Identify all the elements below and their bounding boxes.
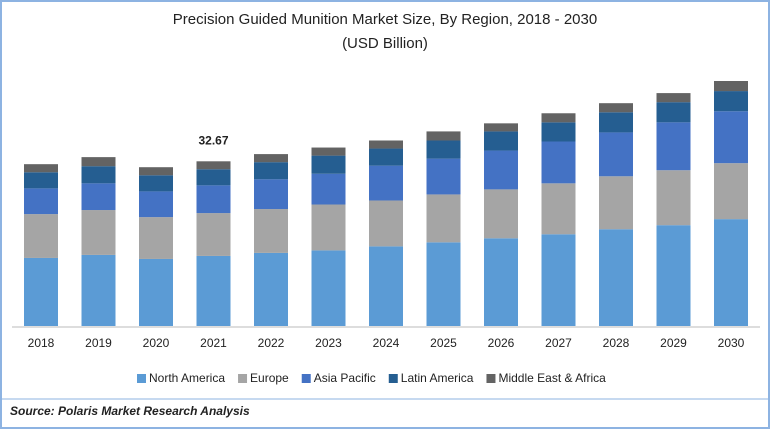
bar-segment [426, 194, 461, 243]
bar-segment [254, 252, 288, 326]
x-tick-label: 2023 [315, 336, 342, 350]
bar-segment [81, 254, 116, 326]
bar-segment [139, 167, 173, 176]
bar-segment [484, 189, 518, 239]
legend-label: Latin America [401, 371, 474, 385]
bar-segment [311, 173, 346, 205]
x-tick-label: 2029 [660, 336, 687, 350]
bar-segment [24, 172, 58, 189]
bar-segment [196, 161, 231, 170]
bar-segment [369, 148, 403, 166]
bar-segment [714, 91, 748, 112]
bar-segment [254, 179, 288, 210]
x-tick-label: 2025 [430, 336, 457, 350]
bar-segment [81, 210, 116, 255]
bar-segment [369, 246, 403, 326]
x-tick-label: 2022 [258, 336, 285, 350]
bar-segment [541, 234, 576, 326]
legend-swatch [137, 374, 146, 383]
bar-segment [254, 154, 288, 163]
source-note: Source: Polaris Market Research Analysis [10, 404, 250, 418]
bar-segment [484, 150, 518, 190]
bar-segment [369, 200, 403, 247]
bar-segment [714, 163, 748, 220]
legend-label: Europe [250, 371, 289, 385]
bar-segment [426, 140, 461, 159]
legend-label: North America [149, 371, 225, 385]
bar-segment [541, 122, 576, 142]
legend-label: Middle East & Africa [498, 371, 606, 385]
bar-segment [139, 217, 173, 259]
bar-segment [196, 213, 231, 256]
bar-segment [24, 164, 58, 173]
bar-segment [541, 141, 576, 184]
legend-swatch [486, 374, 496, 383]
bar-segment [369, 165, 403, 201]
bar-segment [311, 147, 346, 156]
bar-segment [714, 81, 748, 92]
bar-segment [311, 250, 346, 326]
bar-segment [714, 111, 748, 164]
bar-segment [656, 170, 691, 226]
bar-segment [426, 242, 461, 326]
bar-segment [139, 191, 173, 218]
bar-segment [196, 185, 231, 214]
bar-segment [81, 183, 116, 211]
legend-swatch [238, 374, 248, 383]
bar-segment [24, 257, 58, 326]
bar-segment [196, 169, 231, 186]
bar-segment [541, 113, 576, 123]
bar-segment [254, 162, 288, 180]
x-tick-label: 2026 [488, 336, 515, 350]
bar-segment [484, 131, 518, 151]
bar-segment [139, 258, 173, 326]
bar-segment [426, 131, 461, 141]
bar-segment [196, 255, 231, 326]
bar-segment [599, 112, 633, 133]
chart-title: Precision Guided Munition Market Size, B… [173, 11, 597, 28]
x-tick-label: 2020 [143, 336, 170, 350]
bar-segment [656, 225, 691, 326]
bar-segment [484, 238, 518, 326]
x-tick-label: 2027 [545, 336, 572, 350]
bar-segment [24, 214, 58, 258]
bar-segment [714, 219, 748, 326]
x-tick-label: 2024 [373, 336, 400, 350]
x-tick-label: 2018 [28, 336, 55, 350]
bar-segment [599, 229, 633, 326]
legend-label: Asia Pacific [314, 371, 376, 385]
legend-swatch [301, 374, 311, 383]
bar-segment [656, 93, 691, 103]
bar-segment [426, 158, 461, 195]
annotation: 32.67 [198, 133, 228, 147]
legend-swatch [388, 374, 398, 383]
bar-segment [599, 132, 633, 177]
bar-segment [81, 166, 116, 184]
x-tick-label: 2021 [200, 336, 227, 350]
x-tick-label: 2028 [603, 336, 630, 350]
bar-segment [599, 176, 633, 230]
x-tick-label: 2030 [718, 336, 745, 350]
bar-segment [254, 209, 288, 253]
bar-segment [81, 157, 116, 167]
bar-segment [599, 103, 633, 113]
chart-subtitle: (USD Billion) [342, 35, 428, 52]
bar-segment [24, 188, 58, 215]
bar-segment [369, 140, 403, 149]
bar-segment [656, 102, 691, 123]
bar-segment [311, 155, 346, 174]
bar-segment [541, 183, 576, 235]
bar-segment [311, 204, 346, 251]
bar-segment [484, 123, 518, 132]
bar-segment [656, 122, 691, 171]
x-tick-label: 2019 [85, 336, 112, 350]
bar-segment [139, 175, 173, 192]
